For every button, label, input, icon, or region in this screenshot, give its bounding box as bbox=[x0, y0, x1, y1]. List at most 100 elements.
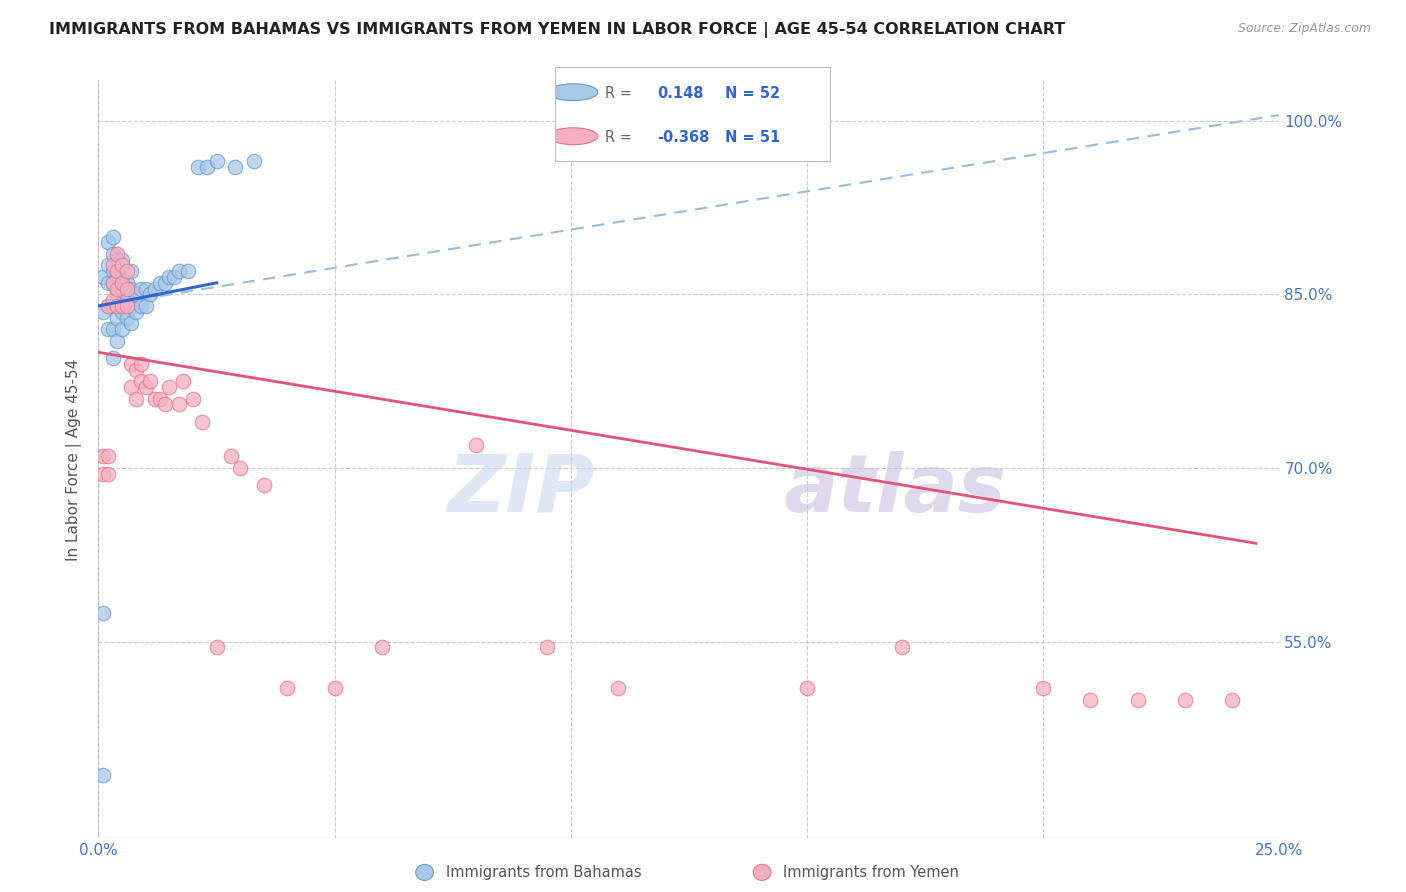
Text: 0.148: 0.148 bbox=[657, 86, 703, 101]
Point bbox=[229, 461, 252, 475]
Point bbox=[105, 282, 128, 296]
Circle shape bbox=[548, 128, 598, 145]
Point bbox=[276, 681, 298, 695]
Point bbox=[111, 299, 134, 313]
Point bbox=[796, 681, 818, 695]
Point bbox=[323, 681, 346, 695]
Point bbox=[121, 282, 143, 296]
Point bbox=[1126, 692, 1149, 706]
Point bbox=[115, 293, 138, 308]
Point bbox=[97, 235, 120, 250]
Point bbox=[371, 640, 394, 655]
Point bbox=[121, 317, 143, 331]
Point bbox=[149, 392, 172, 406]
Point bbox=[465, 438, 488, 452]
Point bbox=[97, 299, 120, 313]
Point bbox=[101, 259, 124, 273]
Point bbox=[111, 287, 134, 301]
Point bbox=[91, 450, 114, 464]
Circle shape bbox=[548, 84, 598, 101]
Point bbox=[153, 397, 176, 411]
Point bbox=[115, 299, 138, 313]
Point bbox=[125, 305, 148, 319]
Point bbox=[111, 276, 134, 290]
Text: N = 52: N = 52 bbox=[725, 86, 780, 101]
Point bbox=[224, 160, 246, 174]
Point bbox=[157, 380, 180, 394]
Point bbox=[101, 276, 124, 290]
Point bbox=[135, 282, 157, 296]
Point bbox=[125, 392, 148, 406]
Point bbox=[101, 229, 124, 244]
Point bbox=[97, 467, 120, 481]
Point bbox=[607, 681, 630, 695]
Point bbox=[536, 640, 558, 655]
Point bbox=[205, 154, 228, 169]
Point bbox=[177, 264, 200, 278]
Point bbox=[195, 160, 218, 174]
Point bbox=[129, 282, 152, 296]
Point bbox=[125, 287, 148, 301]
Point bbox=[101, 293, 124, 308]
Point bbox=[105, 287, 128, 301]
Point bbox=[167, 397, 190, 411]
Point bbox=[101, 247, 124, 261]
Point bbox=[115, 282, 138, 296]
Point bbox=[91, 305, 114, 319]
Point bbox=[105, 334, 128, 348]
Text: -0.368: -0.368 bbox=[657, 129, 709, 145]
Point bbox=[101, 299, 124, 313]
Point bbox=[105, 310, 128, 325]
Point bbox=[163, 270, 186, 285]
Text: N = 51: N = 51 bbox=[725, 129, 780, 145]
Point bbox=[153, 276, 176, 290]
Point bbox=[101, 351, 124, 365]
Point bbox=[149, 276, 172, 290]
Circle shape bbox=[416, 864, 433, 880]
Point bbox=[105, 247, 128, 261]
Point bbox=[135, 380, 157, 394]
Text: ZIP: ZIP bbox=[447, 450, 595, 529]
Point bbox=[1080, 692, 1102, 706]
Point bbox=[91, 768, 114, 782]
Point bbox=[167, 264, 190, 278]
Point bbox=[139, 287, 162, 301]
Point bbox=[115, 264, 138, 278]
Text: atlas: atlas bbox=[783, 450, 1007, 529]
Point bbox=[129, 299, 152, 313]
Point bbox=[191, 415, 214, 429]
Point bbox=[111, 270, 134, 285]
Point bbox=[890, 640, 912, 655]
Point bbox=[219, 450, 242, 464]
Point bbox=[1174, 692, 1197, 706]
Text: R =: R = bbox=[605, 86, 631, 101]
Point bbox=[121, 299, 143, 313]
Text: Immigrants from Bahamas: Immigrants from Bahamas bbox=[446, 865, 641, 880]
Point bbox=[129, 374, 152, 388]
Point bbox=[1220, 692, 1243, 706]
Point bbox=[111, 259, 134, 273]
Point bbox=[105, 252, 128, 267]
Point bbox=[129, 357, 152, 371]
Point bbox=[1032, 681, 1054, 695]
Point bbox=[243, 154, 266, 169]
Point bbox=[125, 362, 148, 376]
Point bbox=[111, 322, 134, 336]
Point bbox=[97, 259, 120, 273]
Point bbox=[187, 160, 209, 174]
Y-axis label: In Labor Force | Age 45-54: In Labor Force | Age 45-54 bbox=[66, 359, 83, 560]
Point bbox=[135, 299, 157, 313]
Text: Immigrants from Yemen: Immigrants from Yemen bbox=[783, 865, 959, 880]
Text: IMMIGRANTS FROM BAHAMAS VS IMMIGRANTS FROM YEMEN IN LABOR FORCE | AGE 45-54 CORR: IMMIGRANTS FROM BAHAMAS VS IMMIGRANTS FR… bbox=[49, 22, 1066, 38]
Point bbox=[91, 270, 114, 285]
Point bbox=[143, 282, 166, 296]
Text: Source: ZipAtlas.com: Source: ZipAtlas.com bbox=[1237, 22, 1371, 36]
Point bbox=[97, 322, 120, 336]
Point bbox=[139, 374, 162, 388]
Point bbox=[105, 270, 128, 285]
Point bbox=[105, 299, 128, 313]
Point bbox=[111, 305, 134, 319]
Point bbox=[105, 264, 128, 278]
Point bbox=[97, 450, 120, 464]
Point bbox=[101, 322, 124, 336]
